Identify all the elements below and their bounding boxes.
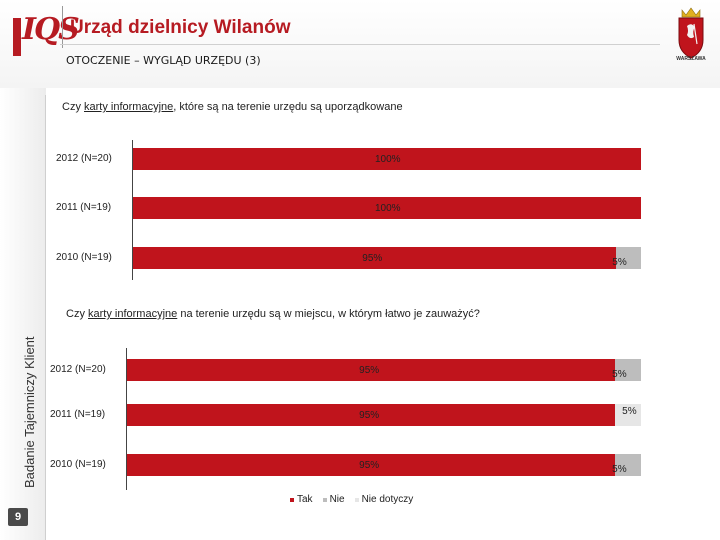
data-label: 5% xyxy=(612,257,627,268)
category-label: 2012 (N=20) xyxy=(56,153,112,164)
question-suffix: , które są na terenie urzędu są uporządk… xyxy=(173,101,403,113)
crest-label: WARSZAWA xyxy=(676,56,706,62)
category-label: 2011 (N=19) xyxy=(56,202,112,213)
question-prefix: Czy xyxy=(62,101,84,113)
bar-segment-tak xyxy=(127,359,616,381)
question-prefix: Czy xyxy=(66,308,88,320)
chart-2-question: Czy karty informacyjne na terenie urzędu… xyxy=(66,308,486,321)
data-label: 5% xyxy=(622,406,637,417)
question-underlined: karty informacyjne xyxy=(88,308,178,320)
data-label: 5% xyxy=(612,369,627,380)
category-label: 2011 (N=19) xyxy=(50,409,106,420)
iqs-logo: IQS xyxy=(6,8,80,56)
side-caption: Badanie Tajemniczy Klient xyxy=(22,336,37,488)
question-suffix: na terenie urzędu są w miejscu, w którym… xyxy=(177,308,480,320)
bar-segment-tak xyxy=(133,148,641,170)
bar-segment-tak xyxy=(133,247,616,269)
chart-axis xyxy=(132,140,133,280)
left-strip-divider xyxy=(45,95,46,540)
legend-label: Tak xyxy=(297,494,313,505)
bar-segment-nie xyxy=(615,359,641,381)
legend-swatch-icon xyxy=(354,497,359,502)
legend-item: Nie xyxy=(322,494,345,505)
data-label: 95% xyxy=(359,460,380,471)
chart-1-question: Czy karty informacyjne, które są na tere… xyxy=(62,101,482,114)
chart-legend: Tak Nie Nie dotyczy xyxy=(290,494,413,505)
bar-segment-tak xyxy=(127,404,616,426)
data-label: 5% xyxy=(612,464,627,475)
data-label: 95% xyxy=(359,365,380,376)
legend-swatch-icon xyxy=(290,497,294,502)
header-divider xyxy=(62,6,63,48)
warsaw-crest-icon xyxy=(678,7,704,59)
page-title: Urząd dzielnicy Wilanów xyxy=(70,17,291,38)
question-underlined: karty informacyjne xyxy=(84,101,174,113)
legend-item: Tak xyxy=(290,494,313,505)
chart-axis xyxy=(126,348,127,490)
data-label: 100% xyxy=(375,203,401,214)
page-subtitle: OTOCZENIE – WYGLĄD URZĘDU (3) xyxy=(66,54,261,67)
logo-text: IQS xyxy=(22,12,80,47)
bar-segment-tak xyxy=(127,454,616,476)
page-number: 9 xyxy=(8,508,28,526)
bar-segment-nie xyxy=(615,247,641,269)
bar-segment-nie-dotyczy xyxy=(615,404,641,426)
legend-swatch-icon xyxy=(322,497,327,502)
legend-label: Nie xyxy=(329,494,345,505)
data-label: 100% xyxy=(375,154,401,165)
legend-item: Nie dotyczy xyxy=(354,494,414,505)
bar-segment-tak xyxy=(133,197,641,219)
data-label: 95% xyxy=(362,253,383,264)
left-strip xyxy=(0,0,46,540)
legend-label: Nie dotyczy xyxy=(361,494,414,505)
category-label: 2010 (N=19) xyxy=(56,252,112,263)
header-rule xyxy=(60,44,660,45)
category-label: 2010 (N=19) xyxy=(50,459,106,470)
data-label: 95% xyxy=(359,410,380,421)
category-label: 2012 (N=20) xyxy=(50,364,106,375)
logo-bar-icon xyxy=(13,18,21,56)
bar-segment-nie xyxy=(615,454,641,476)
